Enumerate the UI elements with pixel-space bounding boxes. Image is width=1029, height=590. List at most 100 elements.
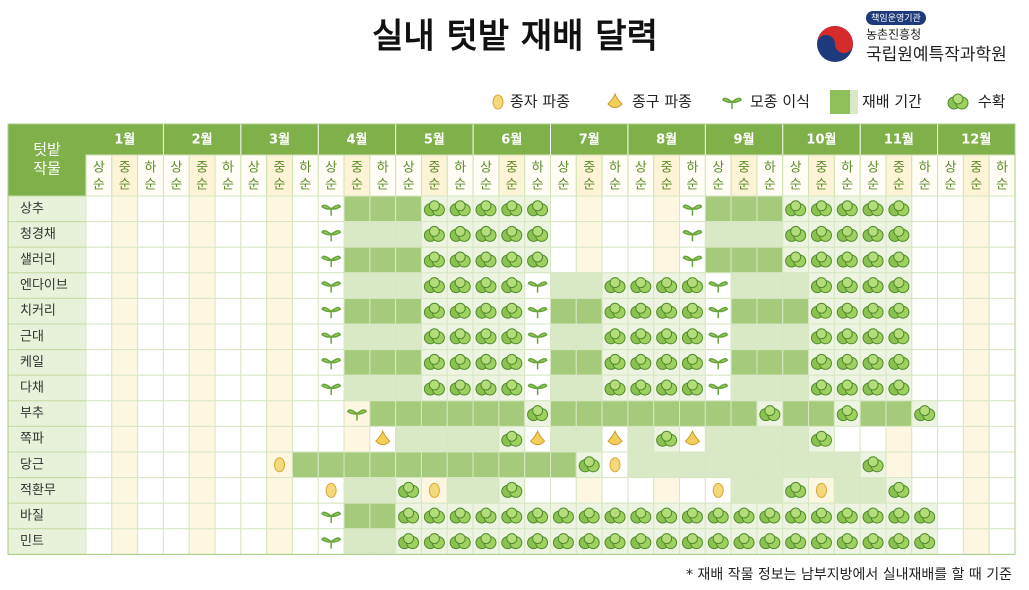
icon xyxy=(836,533,858,550)
period-label: 중 xyxy=(428,161,440,176)
icon xyxy=(501,379,523,396)
icon xyxy=(501,302,523,319)
cell xyxy=(343,323,371,351)
icon xyxy=(428,482,440,498)
harvest-icon xyxy=(867,456,879,468)
icon xyxy=(684,429,701,446)
icon xyxy=(609,457,621,473)
cell xyxy=(137,425,164,453)
icon xyxy=(607,429,623,446)
icon xyxy=(501,200,523,217)
icon xyxy=(888,200,910,217)
harvest-icon xyxy=(480,200,492,212)
icon xyxy=(733,533,755,550)
icon xyxy=(759,533,781,550)
cell xyxy=(575,195,603,223)
crop-label: 부추 xyxy=(20,406,44,421)
cell xyxy=(162,502,190,530)
crop-label: 적환무 xyxy=(20,483,56,498)
seedling-icon xyxy=(527,332,548,344)
icon xyxy=(475,225,497,242)
icon xyxy=(862,302,884,319)
icon xyxy=(527,507,549,524)
period-label: 중 xyxy=(583,161,595,176)
icon xyxy=(423,379,445,396)
cell xyxy=(756,246,784,274)
month-label: 6월 xyxy=(501,132,522,148)
cell xyxy=(808,451,835,479)
cell xyxy=(188,221,216,248)
harvest-icon xyxy=(609,533,621,545)
period-suffix: 순 xyxy=(506,178,518,193)
icon xyxy=(708,306,729,319)
cell xyxy=(395,425,422,453)
icon xyxy=(501,533,523,550)
crop-label: 엔다이브 xyxy=(20,278,68,293)
cell xyxy=(369,195,397,223)
harvest-icon xyxy=(428,353,440,365)
icon xyxy=(681,302,703,319)
harvest-icon xyxy=(480,533,492,545)
icon xyxy=(501,430,523,447)
period-suffix: 순 xyxy=(119,178,131,193)
harvest-icon xyxy=(661,430,673,442)
harvest-icon xyxy=(403,507,415,519)
cell xyxy=(85,374,113,402)
period-cell xyxy=(266,154,293,197)
cell xyxy=(575,323,603,351)
harvest-icon xyxy=(841,405,853,417)
seedling-icon xyxy=(527,306,548,319)
harvest-icon xyxy=(841,225,853,237)
harvest-icon xyxy=(841,353,853,365)
cell xyxy=(988,297,1016,325)
cell xyxy=(240,451,268,479)
icon xyxy=(862,277,884,294)
period-suffix: 순 xyxy=(274,178,286,193)
cell xyxy=(550,246,577,274)
harvest-icon xyxy=(893,481,905,493)
icon xyxy=(888,302,910,319)
cell xyxy=(446,451,474,479)
icon xyxy=(836,251,858,268)
seedling-icon xyxy=(708,306,729,319)
icon xyxy=(947,93,969,110)
cell xyxy=(446,400,474,427)
badge xyxy=(866,11,926,25)
cell xyxy=(988,400,1016,427)
harvest-icon xyxy=(867,353,879,365)
harvest-icon xyxy=(583,507,595,519)
period-label: 중 xyxy=(274,161,286,176)
icon xyxy=(836,302,858,319)
cell xyxy=(885,425,913,453)
seedling-icon xyxy=(347,409,367,421)
icon xyxy=(475,251,497,268)
cell xyxy=(627,246,655,274)
icon xyxy=(681,277,703,294)
cell xyxy=(240,221,268,248)
harvest-icon xyxy=(790,533,802,545)
cell xyxy=(911,297,939,325)
harvest-icon xyxy=(919,507,931,519)
icon xyxy=(862,353,884,370)
icon xyxy=(836,507,858,524)
seedling-icon xyxy=(682,255,703,267)
icon xyxy=(785,225,807,242)
cell xyxy=(395,323,422,351)
cell xyxy=(214,451,242,479)
seed-icon xyxy=(492,94,504,110)
cell xyxy=(266,195,293,223)
period-suffix: 순 xyxy=(970,178,982,193)
cell xyxy=(343,528,371,555)
icon xyxy=(682,230,703,242)
seedling-icon xyxy=(321,204,342,216)
icon xyxy=(630,277,652,294)
icon xyxy=(604,353,626,370)
period-suffix: 순 xyxy=(583,178,595,193)
cell xyxy=(214,528,242,555)
icon xyxy=(423,302,445,319)
icon xyxy=(836,353,858,370)
cell xyxy=(266,528,293,555)
seed-icon xyxy=(609,457,621,473)
seedling-icon xyxy=(722,97,742,109)
harvest-icon xyxy=(815,379,827,391)
